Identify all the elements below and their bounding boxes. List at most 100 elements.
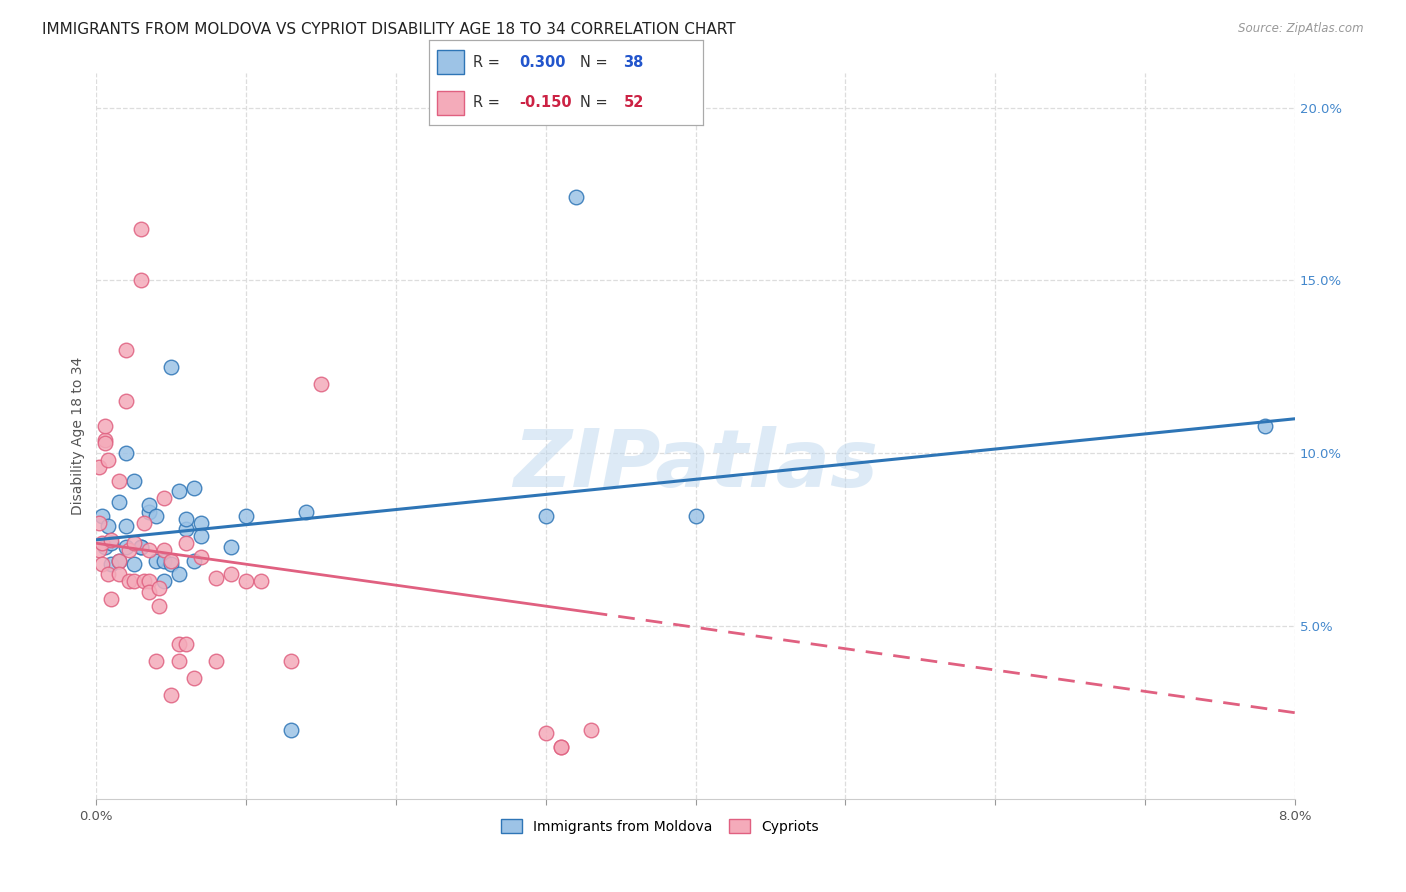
Point <box>100 591 122 606</box>
Point <box>1254 418 1277 433</box>
Point <box>205 571 228 585</box>
Point <box>94 433 117 447</box>
Point <box>152 574 174 589</box>
Point <box>579 723 602 737</box>
Point <box>235 574 257 589</box>
Point <box>108 474 131 488</box>
Point <box>160 359 183 374</box>
Point <box>97 453 120 467</box>
Point <box>148 599 170 613</box>
Point <box>129 221 152 235</box>
Point <box>89 516 111 530</box>
Point <box>97 567 120 582</box>
Point <box>174 536 197 550</box>
Point <box>160 689 183 703</box>
Point <box>108 567 131 582</box>
Text: N =: N = <box>579 95 612 111</box>
Point <box>115 519 138 533</box>
Point <box>100 533 122 547</box>
Point <box>167 654 190 668</box>
Point <box>122 536 145 550</box>
Point <box>134 574 156 589</box>
Text: IMMIGRANTS FROM MOLDOVA VS CYPRIOT DISABILITY AGE 18 TO 34 CORRELATION CHART: IMMIGRANTS FROM MOLDOVA VS CYPRIOT DISAB… <box>42 22 735 37</box>
Point <box>100 557 122 571</box>
Point <box>138 505 160 519</box>
Point <box>190 550 212 565</box>
Point <box>174 512 197 526</box>
Point <box>100 536 122 550</box>
Point <box>138 543 160 558</box>
Point <box>94 418 117 433</box>
Text: 52: 52 <box>623 95 644 111</box>
Point <box>160 553 183 567</box>
Point <box>183 553 205 567</box>
Point <box>280 654 302 668</box>
Point <box>108 553 131 567</box>
Legend: Immigrants from Moldova, Cypriots: Immigrants from Moldova, Cypriots <box>495 814 824 839</box>
Point <box>295 505 318 519</box>
Point <box>97 519 120 533</box>
Point <box>118 574 141 589</box>
Point <box>145 508 167 523</box>
Text: ZIPatlas: ZIPatlas <box>513 426 879 504</box>
Y-axis label: Disability Age 18 to 34: Disability Age 18 to 34 <box>72 357 86 516</box>
Point <box>145 654 167 668</box>
Text: R =: R = <box>472 95 505 111</box>
Point <box>280 723 302 737</box>
Point <box>115 446 138 460</box>
Point <box>167 567 190 582</box>
Point <box>91 508 114 523</box>
Point <box>145 553 167 567</box>
Point <box>148 581 170 595</box>
Point <box>160 557 183 571</box>
Point <box>108 553 131 567</box>
Point <box>152 543 174 558</box>
Point <box>190 516 212 530</box>
Point <box>250 574 273 589</box>
Point <box>122 557 145 571</box>
Text: N =: N = <box>579 54 612 70</box>
Text: 38: 38 <box>623 54 644 70</box>
Point <box>152 491 174 506</box>
Point <box>564 190 586 204</box>
Point <box>122 474 145 488</box>
Point <box>183 481 205 495</box>
Point <box>134 516 156 530</box>
Point <box>122 574 145 589</box>
Point <box>115 540 138 554</box>
Point <box>118 543 141 558</box>
Point <box>534 508 557 523</box>
Bar <box>437 50 464 74</box>
Point <box>550 740 572 755</box>
Point <box>89 543 111 558</box>
Point <box>115 394 138 409</box>
Point <box>205 654 228 668</box>
Text: Source: ZipAtlas.com: Source: ZipAtlas.com <box>1239 22 1364 36</box>
Point <box>91 536 114 550</box>
Text: R =: R = <box>472 54 509 70</box>
Point <box>550 740 572 755</box>
Point <box>94 436 117 450</box>
Bar <box>437 91 464 115</box>
Point <box>129 540 152 554</box>
Text: -0.150: -0.150 <box>519 95 572 111</box>
Point <box>94 540 117 554</box>
Point <box>138 498 160 512</box>
Point <box>309 377 332 392</box>
Point <box>235 508 257 523</box>
Point <box>91 557 114 571</box>
Point <box>138 584 160 599</box>
Point <box>174 523 197 537</box>
Point <box>534 726 557 740</box>
Point <box>167 636 190 650</box>
Point <box>167 484 190 499</box>
Point <box>190 529 212 543</box>
Point <box>219 567 242 582</box>
Point <box>685 508 707 523</box>
Point <box>129 273 152 287</box>
Text: 0.300: 0.300 <box>519 54 565 70</box>
Point <box>152 553 174 567</box>
Point <box>138 574 160 589</box>
Point <box>115 343 138 357</box>
Point <box>108 495 131 509</box>
